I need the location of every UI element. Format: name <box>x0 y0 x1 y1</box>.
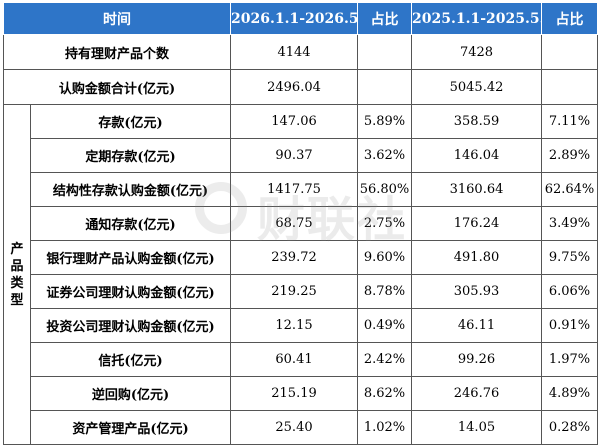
category-char: 品 <box>10 258 24 274</box>
value-2026: 239.72 <box>230 240 358 275</box>
share-2026: 2.75% <box>357 206 412 241</box>
row-label: 定期存款(亿元) <box>30 138 231 173</box>
value-2025: 46.11 <box>411 308 542 343</box>
share-2025: 1.97% <box>541 342 598 377</box>
share-2025: 0.91% <box>541 308 598 343</box>
header-row: 时间 2026.1.1-2026.5.9 占比 2025.1.1-2025.5.… <box>3 2 598 35</box>
data-table-container: 时间 2026.1.1-2026.5.9 占比 2025.1.1-2025.5.… <box>3 2 598 445</box>
table-row: 产 品 类 型 存款(亿元) 147.06 5.89% 358.59 7.11% <box>3 104 598 445</box>
row-label: 证券公司理财认购金额(亿元) <box>30 274 231 309</box>
value-2025: 99.26 <box>411 342 542 377</box>
table-row: 通知存款(亿元) 68.75 2.75% 176.24 3.49% <box>4 206 598 241</box>
table-row: 逆回购(亿元) 215.19 8.62% 246.76 4.89% <box>4 376 598 411</box>
value-2025: 7428 <box>411 34 542 70</box>
row-label: 结构性存款认购金额(亿元) <box>30 172 231 207</box>
share-2026: 5.89% <box>357 104 412 139</box>
row-label: 银行理财产品认购金额(亿元) <box>30 240 231 275</box>
share-2026 <box>357 69 412 105</box>
value-2025: 14.05 <box>411 410 542 445</box>
value-2025: 146.04 <box>411 138 542 173</box>
share-2026: 3.62% <box>357 138 412 173</box>
wealth-product-table: 时间 2026.1.1-2026.5.9 占比 2025.1.1-2025.5.… <box>3 2 598 445</box>
row-label: 存款(亿元) <box>30 104 231 139</box>
header-share-2026: 占比 <box>357 2 412 35</box>
header-period-2026: 2026.1.1-2026.5.9 <box>230 2 358 35</box>
share-2026: 2.42% <box>357 342 412 377</box>
value-2026: 25.40 <box>230 410 358 445</box>
share-2025: 7.11% <box>541 104 598 139</box>
value-2026: 60.41 <box>230 342 358 377</box>
row-label: 投资公司理财认购金额(亿元) <box>30 308 231 343</box>
share-2026: 8.62% <box>357 376 412 411</box>
row-label: 逆回购(亿元) <box>30 376 231 411</box>
share-2025 <box>541 69 598 105</box>
row-label: 资产管理产品(亿元) <box>30 410 231 445</box>
share-2025: 4.89% <box>541 376 598 411</box>
value-2026: 68.75 <box>230 206 358 241</box>
row-label: 信托(亿元) <box>30 342 231 377</box>
value-2026: 4144 <box>230 34 358 70</box>
value-2025: 176.24 <box>411 206 542 241</box>
table-row: 结构性存款认购金额(亿元) 1417.75 56.80% 3160.64 62.… <box>4 172 598 207</box>
value-2025: 358.59 <box>411 104 542 139</box>
table-row: 信托(亿元) 60.41 2.42% 99.26 1.97% <box>4 342 598 377</box>
table-row: 银行理财产品认购金额(亿元) 239.72 9.60% 491.80 9.75% <box>4 240 598 275</box>
table-row: 定期存款(亿元) 90.37 3.62% 146.04 2.89% <box>4 138 598 173</box>
category-char: 产 <box>10 241 24 257</box>
share-2026: 8.78% <box>357 274 412 309</box>
share-2026: 0.49% <box>357 308 412 343</box>
summary-row-count: 持有理财产品个数 4144 7428 <box>3 34 598 70</box>
value-2026: 219.25 <box>230 274 358 309</box>
value-2026: 147.06 <box>230 104 358 139</box>
category-char: 型 <box>10 292 24 308</box>
share-2025: 2.89% <box>541 138 598 173</box>
header-share-2025: 占比 <box>541 2 598 35</box>
share-2026: 56.80% <box>357 172 412 207</box>
share-2025: 0.28% <box>541 410 598 445</box>
value-2026: 2496.04 <box>230 69 358 105</box>
table-row: 资产管理产品(亿元) 25.40 1.02% 14.05 0.28% <box>4 410 598 445</box>
header-time: 时间 <box>3 2 231 35</box>
share-2026: 1.02% <box>357 410 412 445</box>
share-2026: 9.60% <box>357 240 412 275</box>
value-2025: 246.76 <box>411 376 542 411</box>
share-2026 <box>357 34 412 70</box>
value-2026: 12.15 <box>230 308 358 343</box>
value-2025: 3160.64 <box>411 172 542 207</box>
value-2026: 215.19 <box>230 376 358 411</box>
summary-row-total: 认购金额合计(亿元) 2496.04 5045.42 <box>3 69 598 105</box>
row-label: 持有理财产品个数 <box>3 34 231 70</box>
value-2026: 1417.75 <box>230 172 358 207</box>
share-2025: 6.06% <box>541 274 598 309</box>
table-row: 证券公司理财认购金额(亿元) 219.25 8.78% 305.93 6.06% <box>4 274 598 309</box>
share-2025: 9.75% <box>541 240 598 275</box>
value-2025: 305.93 <box>411 274 542 309</box>
share-2025: 62.64% <box>541 172 598 207</box>
share-2025 <box>541 34 598 70</box>
header-period-2025: 2025.1.1-2025.5.9 <box>411 2 542 35</box>
share-2025: 3.49% <box>541 206 598 241</box>
row-label: 通知存款(亿元) <box>30 206 231 241</box>
row-label: 认购金额合计(亿元) <box>3 69 231 105</box>
value-2025: 491.80 <box>411 240 542 275</box>
category-char: 类 <box>10 275 24 291</box>
value-2025: 5045.42 <box>411 69 542 105</box>
value-2026: 90.37 <box>230 138 358 173</box>
table-row: 投资公司理财认购金额(亿元) 12.15 0.49% 46.11 0.91% <box>4 308 598 343</box>
category-label-product-type: 产 品 类 型 <box>3 104 31 445</box>
